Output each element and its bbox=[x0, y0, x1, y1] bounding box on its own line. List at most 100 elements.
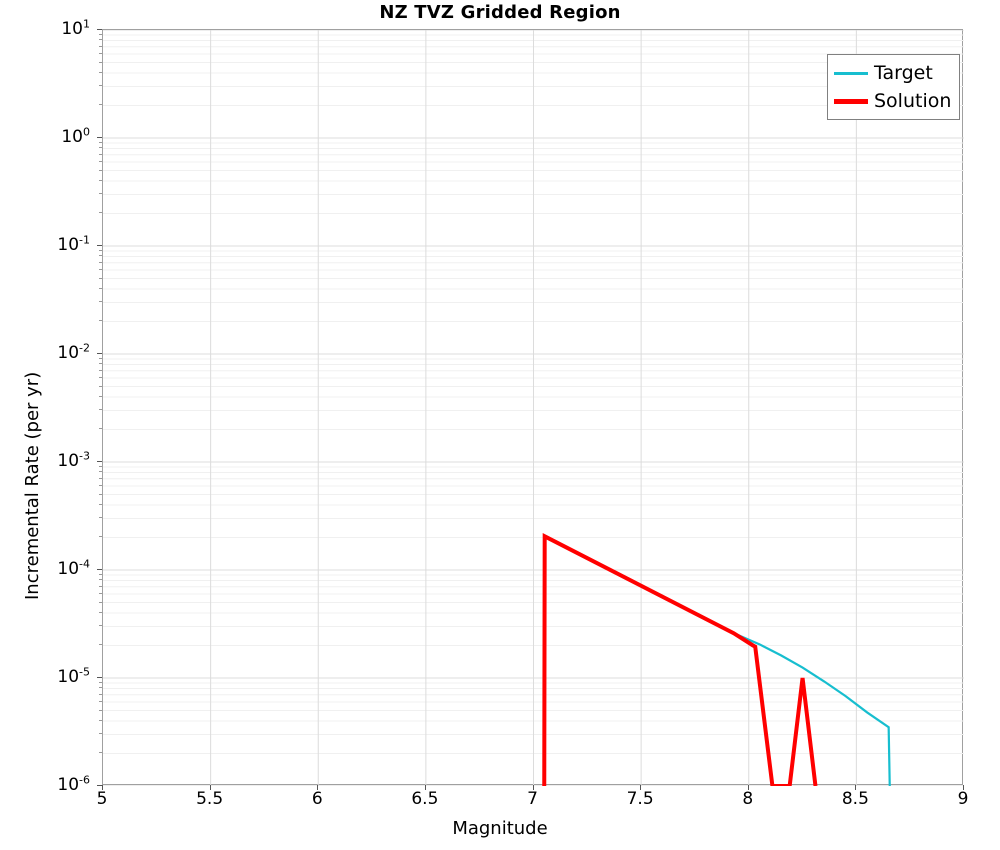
y-minor-tick-mark bbox=[99, 169, 102, 171]
y-minor-tick-mark bbox=[99, 212, 102, 214]
y-minor-tick-mark bbox=[99, 579, 102, 581]
y-minor-tick-mark bbox=[99, 287, 102, 289]
y-minor-tick-mark bbox=[99, 385, 102, 387]
x-tick-mark bbox=[317, 785, 319, 790]
y-minor-tick-mark bbox=[99, 369, 102, 371]
y-minor-tick-mark bbox=[99, 261, 102, 263]
y-tick-mark bbox=[97, 785, 102, 786]
legend-swatch-solution bbox=[834, 98, 868, 104]
y-tick-mark bbox=[97, 245, 102, 246]
x-tick-label: 7.5 bbox=[626, 789, 654, 809]
y-minor-tick-mark bbox=[99, 160, 102, 162]
x-tick-mark bbox=[102, 785, 103, 790]
y-minor-tick-mark bbox=[99, 428, 102, 430]
y-minor-tick-mark bbox=[99, 277, 102, 279]
legend-box[interactable]: Target Solution bbox=[827, 54, 961, 120]
y-tick-label: 10-5 bbox=[57, 665, 90, 687]
y-minor-tick-mark bbox=[99, 363, 102, 365]
y-minor-tick-mark bbox=[99, 193, 102, 195]
y-minor-tick-mark bbox=[99, 409, 102, 411]
y-minor-tick-mark bbox=[99, 493, 102, 495]
y-tick-label: 10-4 bbox=[57, 557, 90, 579]
y-tick-label: 10-2 bbox=[57, 341, 90, 363]
y-tick-mark bbox=[97, 461, 102, 462]
y-minor-tick-mark bbox=[99, 376, 102, 378]
y-minor-tick-mark bbox=[99, 700, 102, 702]
y-minor-tick-mark bbox=[99, 61, 102, 63]
chart-title: NZ TVZ Gridded Region bbox=[379, 2, 621, 23]
y-minor-tick-mark bbox=[99, 71, 102, 73]
y-tick-label: 10-1 bbox=[57, 233, 90, 255]
y-minor-tick-mark bbox=[99, 592, 102, 594]
x-tick-mark bbox=[855, 785, 857, 790]
x-tick-mark bbox=[747, 785, 749, 790]
y-axis-label: Incremental Rate (per yr) bbox=[22, 371, 43, 600]
y-minor-tick-mark bbox=[99, 503, 102, 505]
y-minor-tick-mark bbox=[99, 611, 102, 613]
y-minor-tick-mark bbox=[99, 52, 102, 54]
y-minor-tick-mark bbox=[99, 733, 102, 735]
y-tick-mark bbox=[97, 29, 102, 30]
y-tick-mark bbox=[97, 569, 102, 570]
legend-entry-target[interactable]: Target bbox=[834, 59, 951, 87]
x-tick-label: 8.5 bbox=[841, 789, 869, 809]
y-minor-tick-mark bbox=[99, 85, 102, 87]
y-minor-tick-mark bbox=[99, 255, 102, 257]
y-tick-mark bbox=[97, 677, 102, 678]
data-series-layer bbox=[542, 533, 891, 786]
x-tick-label: 9 bbox=[957, 789, 969, 809]
x-tick-label: 7 bbox=[527, 789, 538, 809]
x-tick-mark bbox=[640, 785, 642, 790]
x-tick-mark bbox=[424, 785, 426, 790]
y-tick-mark bbox=[97, 137, 102, 138]
y-minor-tick-mark bbox=[99, 465, 102, 467]
legend-label: Target bbox=[874, 61, 933, 84]
y-minor-tick-mark bbox=[99, 573, 102, 575]
y-minor-tick-mark bbox=[99, 249, 102, 251]
y-minor-tick-mark bbox=[99, 536, 102, 538]
y-tick-label: 10-6 bbox=[57, 773, 90, 795]
x-tick-label: 5 bbox=[96, 789, 108, 809]
y-minor-tick-mark bbox=[99, 644, 102, 646]
y-minor-tick-mark bbox=[99, 395, 102, 397]
y-minor-tick-mark bbox=[99, 477, 102, 479]
y-minor-tick-mark bbox=[99, 585, 102, 587]
x-tick-label: 5.5 bbox=[196, 789, 224, 809]
series-line-target bbox=[737, 634, 891, 786]
y-minor-tick-mark bbox=[99, 104, 102, 106]
y-tick-label: 100 bbox=[61, 125, 90, 147]
plot-area bbox=[102, 29, 964, 786]
y-minor-tick-mark bbox=[99, 601, 102, 603]
y-minor-tick-mark bbox=[99, 147, 102, 149]
x-tick-mark bbox=[532, 785, 534, 790]
y-minor-tick-mark bbox=[99, 357, 102, 359]
x-tick-mark bbox=[209, 785, 211, 790]
legend-swatch-target bbox=[834, 71, 868, 75]
y-minor-tick-mark bbox=[99, 719, 102, 721]
x-tick-label: 6.5 bbox=[411, 789, 439, 809]
y-minor-tick-mark bbox=[99, 179, 102, 181]
y-minor-tick-mark bbox=[99, 45, 102, 47]
y-tick-label: 10-3 bbox=[57, 449, 90, 471]
y-tick-label: 101 bbox=[61, 17, 90, 39]
y-minor-tick-mark bbox=[99, 681, 102, 683]
y-minor-tick-mark bbox=[99, 471, 102, 473]
y-minor-tick-mark bbox=[99, 39, 102, 41]
grid-lines bbox=[103, 30, 964, 786]
series-line-solution bbox=[542, 533, 818, 786]
y-minor-tick-mark bbox=[99, 320, 102, 322]
y-minor-tick-mark bbox=[99, 709, 102, 711]
legend-label: Solution bbox=[874, 89, 952, 112]
y-minor-tick-mark bbox=[99, 153, 102, 155]
y-minor-tick-mark bbox=[99, 693, 102, 695]
y-minor-tick-mark bbox=[99, 517, 102, 519]
y-minor-tick-mark bbox=[99, 268, 102, 270]
legend-entry-solution[interactable]: Solution bbox=[834, 87, 951, 115]
y-minor-tick-mark bbox=[99, 687, 102, 689]
x-tick-mark bbox=[963, 785, 964, 790]
y-minor-tick-mark bbox=[99, 625, 102, 627]
x-tick-label: 6 bbox=[311, 789, 323, 809]
y-minor-tick-mark bbox=[99, 301, 102, 303]
y-minor-tick-mark bbox=[99, 33, 102, 35]
